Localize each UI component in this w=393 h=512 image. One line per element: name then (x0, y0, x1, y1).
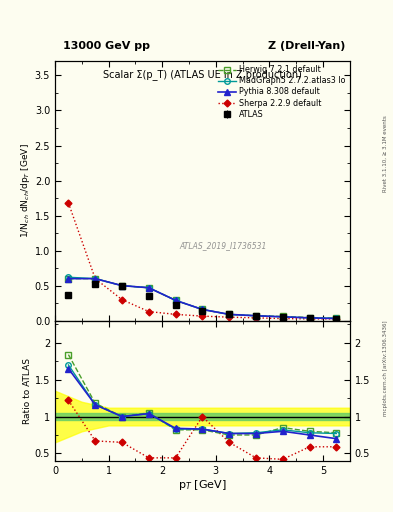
Pythia 8.308 default (307, 315, 312, 321)
Pythia 8.308 default (253, 313, 258, 319)
Y-axis label: Ratio to ATLAS: Ratio to ATLAS (23, 358, 32, 424)
Pythia 8.308 default (93, 275, 97, 282)
Pythia 8.308 default (334, 315, 339, 322)
Herwig 7.2.1 default (173, 297, 178, 304)
Herwig 7.2.1 default (147, 285, 151, 291)
MadGraph5 2.7.2.atlas3 lo (173, 297, 178, 304)
Sherpa 2.2.9 default (147, 309, 151, 315)
MadGraph5 2.7.2.atlas3 lo (93, 275, 97, 282)
MadGraph5 2.7.2.atlas3 lo (227, 311, 231, 317)
Pythia 8.308 default (66, 275, 71, 282)
MadGraph5 2.7.2.atlas3 lo (200, 306, 205, 312)
Herwig 7.2.1 default (93, 275, 97, 282)
X-axis label: p$_T$ [GeV]: p$_T$ [GeV] (178, 478, 227, 493)
Text: Z (Drell-Yan): Z (Drell-Yan) (268, 40, 346, 51)
Sherpa 2.2.9 default (334, 316, 339, 322)
Text: Rivet 3.1.10, ≥ 3.1M events: Rivet 3.1.10, ≥ 3.1M events (383, 115, 388, 192)
Text: mcplots.cern.ch [arXiv:1306.3436]: mcplots.cern.ch [arXiv:1306.3436] (383, 321, 388, 416)
Text: Scalar Σ(p_T) (ATLAS UE in Z production): Scalar Σ(p_T) (ATLAS UE in Z production) (103, 69, 302, 80)
Sherpa 2.2.9 default (281, 315, 285, 322)
Herwig 7.2.1 default (119, 283, 124, 289)
Sherpa 2.2.9 default (173, 311, 178, 317)
Pythia 8.308 default (200, 306, 205, 312)
Sherpa 2.2.9 default (307, 316, 312, 322)
Herwig 7.2.1 default (200, 306, 205, 312)
MadGraph5 2.7.2.atlas3 lo (253, 313, 258, 319)
Y-axis label: 1/N$_{ch}$ dN$_{ch}$/dp$_T$ [GeV]: 1/N$_{ch}$ dN$_{ch}$/dp$_T$ [GeV] (19, 144, 32, 239)
Herwig 7.2.1 default (253, 313, 258, 319)
Herwig 7.2.1 default (334, 315, 339, 322)
Text: 13000 GeV pp: 13000 GeV pp (63, 40, 150, 51)
Line: Sherpa 2.2.9 default: Sherpa 2.2.9 default (66, 201, 339, 322)
Sherpa 2.2.9 default (119, 296, 124, 303)
Herwig 7.2.1 default (281, 313, 285, 319)
Pythia 8.308 default (147, 285, 151, 291)
Pythia 8.308 default (281, 314, 285, 320)
Line: Herwig 7.2.1 default: Herwig 7.2.1 default (66, 276, 339, 321)
Pythia 8.308 default (119, 283, 124, 289)
Sherpa 2.2.9 default (227, 314, 231, 320)
Herwig 7.2.1 default (227, 311, 231, 317)
Text: ATLAS_2019_I1736531: ATLAS_2019_I1736531 (179, 241, 267, 250)
Legend: Herwig 7.2.1 default, MadGraph5 2.7.2.atlas3 lo, Pythia 8.308 default, Sherpa 2.: Herwig 7.2.1 default, MadGraph5 2.7.2.at… (217, 64, 347, 120)
Line: MadGraph5 2.7.2.atlas3 lo: MadGraph5 2.7.2.atlas3 lo (66, 274, 339, 321)
MadGraph5 2.7.2.atlas3 lo (119, 283, 124, 289)
Pythia 8.308 default (227, 311, 231, 317)
MadGraph5 2.7.2.atlas3 lo (281, 314, 285, 320)
MadGraph5 2.7.2.atlas3 lo (147, 285, 151, 291)
Sherpa 2.2.9 default (66, 200, 71, 206)
MadGraph5 2.7.2.atlas3 lo (334, 315, 339, 322)
Herwig 7.2.1 default (66, 275, 71, 282)
Sherpa 2.2.9 default (253, 315, 258, 321)
MadGraph5 2.7.2.atlas3 lo (307, 315, 312, 321)
MadGraph5 2.7.2.atlas3 lo (66, 274, 71, 280)
Pythia 8.308 default (173, 297, 178, 304)
Line: Pythia 8.308 default: Pythia 8.308 default (66, 276, 339, 322)
Sherpa 2.2.9 default (200, 313, 205, 319)
Sherpa 2.2.9 default (93, 275, 97, 282)
Herwig 7.2.1 default (307, 314, 312, 321)
